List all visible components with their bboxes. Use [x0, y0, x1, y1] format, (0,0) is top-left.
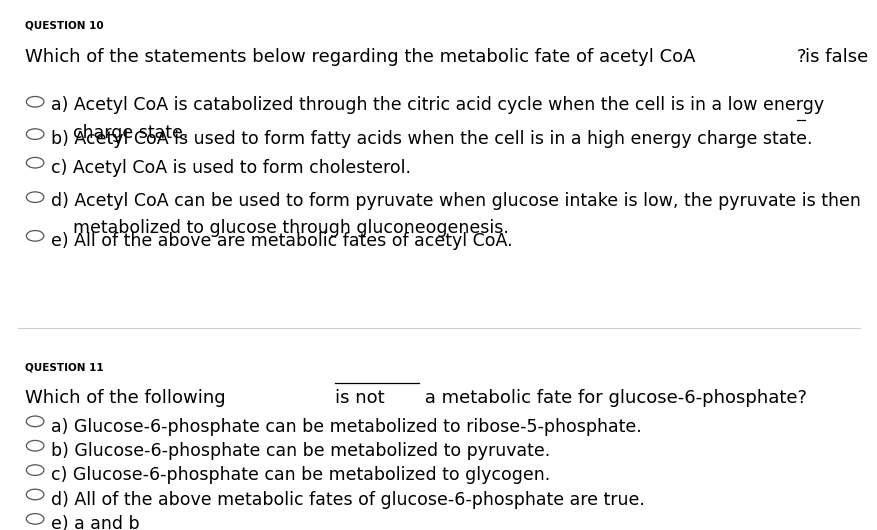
Text: b) Glucose-6-phosphate can be metabolized to pyruvate.: b) Glucose-6-phosphate can be metabolize…: [51, 442, 550, 460]
Text: a) Acetyl CoA is catabolized through the citric acid cycle when the cell is in a: a) Acetyl CoA is catabolized through the…: [51, 96, 824, 114]
Text: is not: is not: [335, 389, 384, 407]
Text: is false: is false: [804, 48, 867, 66]
Text: metabolized to glucose through gluconeogenesis.: metabolized to glucose through gluconeog…: [51, 219, 508, 237]
Text: Which of the statements below regarding the metabolic fate of acetyl CoA: Which of the statements below regarding …: [25, 48, 700, 66]
Text: QUESTION 11: QUESTION 11: [25, 363, 103, 373]
Text: c) Acetyl CoA is used to form cholesterol.: c) Acetyl CoA is used to form cholestero…: [51, 159, 410, 177]
Text: Which of the following: Which of the following: [25, 389, 231, 407]
Text: b) Acetyl CoA is used to form fatty acids when the cell is in a high energy char: b) Acetyl CoA is used to form fatty acid…: [51, 130, 811, 148]
Text: charge state.: charge state.: [51, 124, 188, 142]
Text: d) All of the above metabolic fates of glucose-6-phosphate are true.: d) All of the above metabolic fates of g…: [51, 491, 644, 509]
Text: c) Glucose-6-phosphate can be metabolized to glycogen.: c) Glucose-6-phosphate can be metabolize…: [51, 466, 550, 484]
Text: QUESTION 10: QUESTION 10: [25, 20, 103, 30]
Text: a metabolic fate for glucose-6-phosphate?: a metabolic fate for glucose-6-phosphate…: [418, 389, 806, 407]
Text: ?: ?: [796, 48, 805, 66]
Text: e) a and b: e) a and b: [51, 515, 139, 530]
Text: a) Glucose-6-phosphate can be metabolized to ribose-5-phosphate.: a) Glucose-6-phosphate can be metabolize…: [51, 418, 641, 436]
Text: e) All of the above are metabolic fates of acetyl CoA.: e) All of the above are metabolic fates …: [51, 232, 512, 250]
Text: d) Acetyl CoA can be used to form pyruvate when glucose intake is low, the pyruv: d) Acetyl CoA can be used to form pyruva…: [51, 192, 859, 210]
